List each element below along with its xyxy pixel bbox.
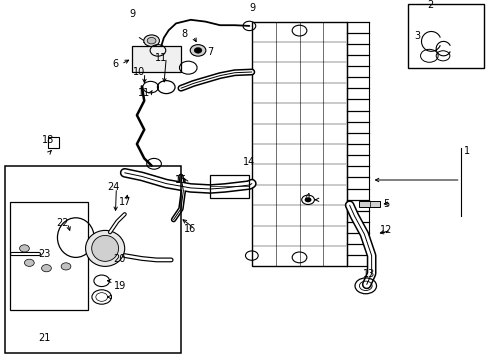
Text: 18: 18 xyxy=(41,135,54,145)
Text: 9: 9 xyxy=(129,9,135,19)
Circle shape xyxy=(301,195,314,204)
Text: 12: 12 xyxy=(379,225,392,235)
Circle shape xyxy=(147,37,156,44)
Ellipse shape xyxy=(92,235,118,261)
Text: 19: 19 xyxy=(113,281,126,291)
Text: 15: 15 xyxy=(174,175,187,185)
Text: 17: 17 xyxy=(118,197,131,207)
Circle shape xyxy=(20,245,29,252)
Bar xyxy=(48,137,59,148)
Text: 5: 5 xyxy=(383,199,388,209)
Text: 4: 4 xyxy=(305,193,310,203)
Text: 14: 14 xyxy=(243,157,255,167)
Bar xyxy=(10,202,88,310)
Text: 11: 11 xyxy=(155,53,167,63)
Text: 23: 23 xyxy=(38,249,50,259)
Bar xyxy=(5,166,181,353)
Text: 11: 11 xyxy=(138,88,150,98)
Text: 20: 20 xyxy=(113,254,126,264)
Circle shape xyxy=(304,197,311,202)
Text: 22: 22 xyxy=(56,218,69,228)
Text: 2: 2 xyxy=(427,0,432,10)
Text: 24: 24 xyxy=(107,182,120,192)
Bar xyxy=(251,22,346,266)
Circle shape xyxy=(194,48,202,53)
Text: 10: 10 xyxy=(133,67,145,77)
Bar xyxy=(132,46,181,72)
Text: 7: 7 xyxy=(207,47,213,57)
Text: 8: 8 xyxy=(182,29,187,39)
Text: 1: 1 xyxy=(463,146,469,156)
Bar xyxy=(359,201,379,207)
Text: 21: 21 xyxy=(38,333,50,343)
Bar xyxy=(407,4,483,68)
Circle shape xyxy=(61,263,71,270)
Circle shape xyxy=(24,259,34,266)
Circle shape xyxy=(190,45,205,56)
Text: 9: 9 xyxy=(249,3,255,13)
Circle shape xyxy=(143,35,159,46)
Text: 16: 16 xyxy=(183,224,196,234)
Circle shape xyxy=(41,265,51,272)
Text: 3: 3 xyxy=(414,31,420,41)
Bar xyxy=(210,175,249,198)
Text: 13: 13 xyxy=(362,269,375,279)
Text: 6: 6 xyxy=(113,59,119,69)
Ellipse shape xyxy=(85,230,124,266)
